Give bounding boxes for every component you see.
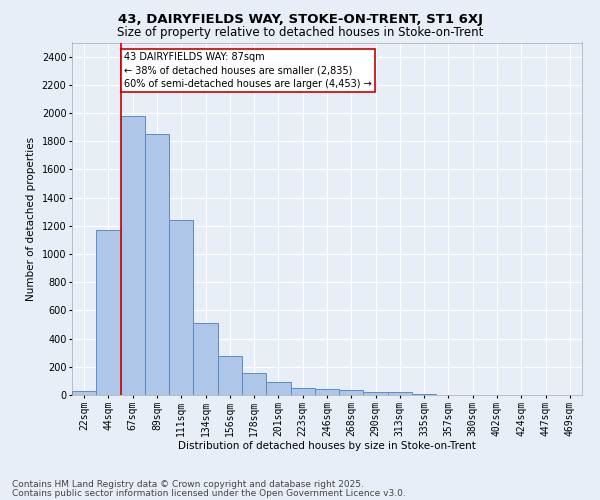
Bar [339, 390, 364, 395]
Text: Contains HM Land Registry data © Crown copyright and database right 2025.: Contains HM Land Registry data © Crown c… [12, 480, 364, 489]
Bar [218, 356, 242, 395]
Bar [242, 373, 266, 395]
Bar [266, 382, 290, 395]
Bar [315, 388, 339, 395]
Y-axis label: Number of detached properties: Number of detached properties [26, 136, 36, 301]
Text: Size of property relative to detached houses in Stoke-on-Trent: Size of property relative to detached ho… [117, 26, 483, 39]
Text: 43 DAIRYFIELDS WAY: 87sqm
← 38% of detached houses are smaller (2,835)
60% of se: 43 DAIRYFIELDS WAY: 87sqm ← 38% of detac… [124, 52, 372, 89]
Bar [96, 230, 121, 395]
Bar [193, 323, 218, 395]
Bar [72, 391, 96, 395]
Bar [121, 116, 145, 395]
Bar [388, 392, 412, 395]
Bar [145, 134, 169, 395]
Bar [290, 388, 315, 395]
X-axis label: Distribution of detached houses by size in Stoke-on-Trent: Distribution of detached houses by size … [178, 442, 476, 452]
Bar [169, 220, 193, 395]
Bar [364, 392, 388, 395]
Bar [412, 394, 436, 395]
Text: Contains public sector information licensed under the Open Government Licence v3: Contains public sector information licen… [12, 488, 406, 498]
Text: 43, DAIRYFIELDS WAY, STOKE-ON-TRENT, ST1 6XJ: 43, DAIRYFIELDS WAY, STOKE-ON-TRENT, ST1… [118, 12, 482, 26]
